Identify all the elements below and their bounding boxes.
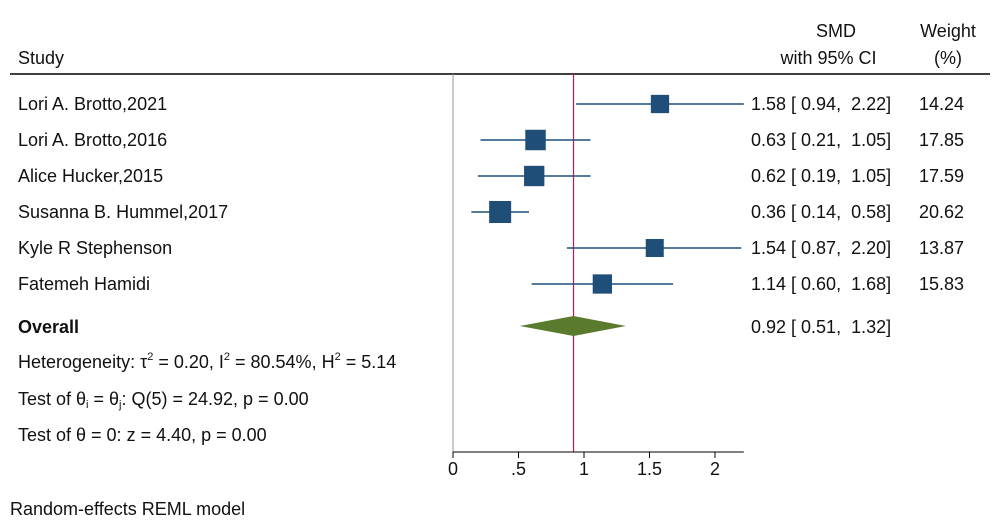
column-header-smd-line2: with 95% CI [780,48,877,68]
study-weight: 20.62 [919,202,965,222]
overall-diamond [519,316,626,336]
study-name: Lori A. Brotto,2021 [18,94,168,114]
test1-end: : Q(5) = 24.92, p = 0.00 [121,389,309,409]
study-effect-marker [525,129,546,151]
heterogeneity-mid2: = 80.54%, H [230,352,335,372]
study-weight: 14.24 [919,94,965,114]
study-weight: 13.87 [919,238,965,258]
study-ci-text: 1.54 [ 0.87, 2.20] [751,238,892,258]
study-name: Alice Hucker,2015 [18,166,164,186]
study-ci-text: 1.58 [ 0.94, 2.22] [751,94,892,114]
study-name: Lori A. Brotto,2016 [18,130,168,150]
heterogeneity-prefix: Heterogeneity: τ [18,352,148,372]
study-effect-marker [645,238,664,258]
column-header-smd-line1: SMD [816,21,856,41]
study-effect-marker [592,274,612,294]
heterogeneity-end: = 5.14 [340,352,397,372]
heterogeneity-i-sup: 2 [223,351,230,363]
test-q-stats: Test of θi = θj: Q(5) = 24.92, p = 0.00 [18,389,309,411]
column-header-weight-line1: Weight [920,21,976,41]
heterogeneity-tau-sup: 2 [147,351,154,363]
test1-prefix: Test of θ [18,389,87,409]
heterogeneity-stats: Heterogeneity: τ2 = 0.20, I2 = 80.54%, H… [18,351,397,373]
study-name: Susanna B. Hummel,2017 [18,202,229,222]
test1-sub-i: i [86,399,89,411]
test-z-stats: Test of θ = 0: z = 4.40, p = 0.00 [18,425,267,445]
study-name: Kyle R Stephenson [18,238,173,258]
study-weight: 17.59 [919,166,965,186]
study-ci-text: 1.14 [ 0.60, 1.68] [751,274,892,294]
study-ci-text: 0.62 [ 0.19, 1.05] [751,166,892,186]
study-ci-text: 0.63 [ 0.21, 1.05] [751,130,892,150]
overall-label: Overall [18,317,80,337]
test1-sub-j: j [119,399,122,411]
heterogeneity-mid1: = 0.20, I [153,352,224,372]
x-axis-tick-label: .5 [511,459,526,479]
heterogeneity-h-sup: 2 [334,351,341,363]
test1-mid: = θ [88,389,120,409]
x-axis-tick-label: 1.5 [637,459,662,479]
x-axis-tick-label: 2 [710,459,720,479]
study-weight: 15.83 [919,274,965,294]
study-weight: 17.85 [919,130,965,150]
study-effect-marker [524,165,545,187]
x-axis-tick-label: 1 [579,459,589,479]
x-axis-tick-label: 0 [448,459,458,479]
column-header-weight-line2: (%) [934,48,962,68]
model-note: Random-effects REML model [10,499,246,519]
study-ci-text: 0.36 [ 0.14, 0.58] [751,202,892,222]
column-header-study: Study [18,48,65,68]
study-name: Fatemeh Hamidi [18,274,151,294]
overall-ci-text: 0.92 [ 0.51, 1.32] [751,317,892,337]
study-effect-marker [489,201,512,223]
study-effect-marker [650,94,670,114]
